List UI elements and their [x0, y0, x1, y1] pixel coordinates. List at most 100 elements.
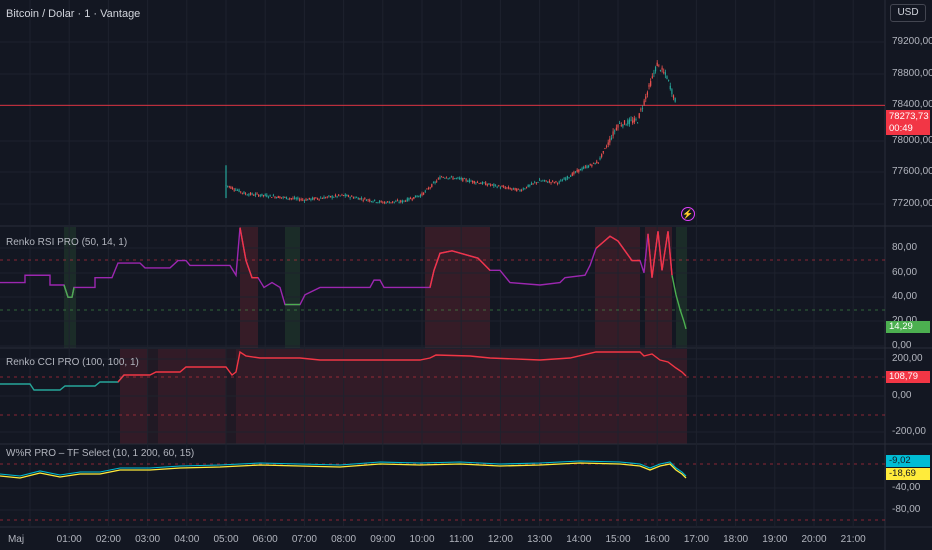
price-candle-body	[656, 62, 658, 67]
last-price-value: 78273,73	[889, 111, 929, 122]
price-candle-body	[501, 186, 503, 188]
wr-indicator-label[interactable]: W%R PRO – TF Select (10, 1 200, 60, 15)	[6, 448, 195, 459]
price-candle-body	[476, 182, 479, 183]
rsi-tick: 0,00	[892, 340, 912, 351]
time-axis-label: 18:00	[723, 534, 749, 545]
price-candle-body	[256, 193, 258, 195]
price-candle-body	[230, 186, 232, 189]
price-candle-body	[284, 196, 286, 198]
price-candle-body	[512, 187, 515, 189]
price-candle-body	[556, 182, 559, 184]
rsi-oversold-zone	[64, 227, 76, 348]
price-candle-body	[282, 196, 284, 198]
time-axis-label: 05:00	[213, 534, 239, 545]
price-candle-body	[396, 200, 399, 202]
price-candle-body	[307, 199, 309, 201]
price-candle-body	[653, 72, 655, 74]
price-candle-body	[449, 177, 451, 179]
price-candle-body	[630, 119, 632, 121]
time-axis-label: 21:00	[840, 534, 866, 545]
price-candle-body	[668, 79, 670, 81]
rsi-oversold-zone	[676, 227, 687, 348]
price-candle-body	[480, 183, 482, 185]
price-candle-body	[370, 201, 372, 202]
price-candle-body	[331, 196, 333, 198]
rsi-tick: 40,00	[892, 291, 918, 302]
rsi-tick: 60,00	[892, 267, 918, 278]
rsi-value-badge: 14,29	[886, 321, 930, 333]
price-candle-body	[341, 194, 343, 196]
price-candle-body	[241, 192, 243, 194]
price-candle-body	[377, 202, 379, 203]
price-candle-body	[672, 95, 675, 99]
price-candle-body	[622, 124, 624, 127]
price-candle-body	[238, 189, 240, 192]
price-candle-body	[262, 195, 265, 196]
price-candle-body	[279, 196, 281, 199]
price-candle-body	[233, 189, 235, 191]
symbol-title[interactable]: Bitcoin / Dolar · 1 · Vantage	[6, 8, 141, 20]
currency-button[interactable]: USD	[890, 4, 926, 22]
price-candle-body	[243, 191, 245, 194]
rsi-indicator-label[interactable]: Renko RSI PRO (50, 14, 1)	[6, 237, 128, 248]
price-candle-body	[666, 76, 668, 79]
price-candle-body	[455, 177, 457, 179]
wr-fast-badge: -9,02	[886, 455, 930, 467]
wr-tick: -80,00	[892, 504, 921, 515]
rsi-line-overbought	[429, 250, 491, 288]
price-candle-body	[499, 187, 501, 189]
price-candle-body	[432, 182, 435, 184]
time-axis-label: 20:00	[801, 534, 827, 545]
price-candle-body	[553, 182, 555, 184]
price-candle-body	[485, 182, 487, 186]
price-candle-body	[530, 183, 533, 185]
price-candle-body	[436, 180, 438, 182]
price-candle-body	[601, 154, 603, 157]
price-candle-body	[619, 123, 621, 124]
rsi-line-oversold	[63, 284, 75, 298]
price-candle-body	[584, 166, 586, 168]
time-axis-label: 12:00	[487, 534, 513, 545]
price-candle-body	[261, 193, 263, 196]
price-candle-body	[390, 202, 392, 204]
price-candle-body	[400, 200, 402, 202]
price-candle-body	[326, 196, 328, 198]
price-candle-body	[519, 189, 521, 191]
price-candle-body	[633, 118, 635, 123]
price-candle-body	[254, 193, 256, 196]
price-candle-body	[488, 183, 490, 185]
price-candle-body	[623, 120, 626, 125]
price-candle-body	[637, 122, 639, 124]
price-candle-body	[277, 196, 279, 199]
price-candle-body	[617, 124, 619, 128]
price-candle-body	[398, 202, 400, 203]
rsi-line-oversold	[671, 275, 687, 330]
time-axis-label: 07:00	[291, 534, 317, 545]
lightning-icon[interactable]: ⚡	[681, 207, 695, 221]
rsi-overbought-zone	[425, 227, 490, 348]
price-candle-body	[591, 164, 593, 167]
price-candle-body	[651, 76, 653, 78]
price-candle-body	[311, 197, 314, 200]
price-candle-body	[364, 198, 366, 199]
price-candle-body	[532, 183, 534, 185]
price-candle-body	[419, 195, 421, 197]
price-candle-body	[272, 195, 274, 197]
rsi-overbought-zone	[240, 227, 258, 348]
price-candle-body	[445, 177, 448, 179]
cci-indicator-label[interactable]: Renko CCI PRO (100, 100, 1)	[6, 357, 139, 368]
price-candle-body	[537, 182, 539, 183]
price-candle-body	[405, 200, 407, 202]
time-axis-label: 19:00	[762, 534, 788, 545]
price-candle-body	[343, 195, 345, 196]
price-candle-body	[329, 196, 332, 198]
price-candle-body	[555, 181, 557, 182]
price-candle-body	[638, 113, 640, 118]
price-candle-body	[297, 197, 299, 199]
price-candle-body	[253, 195, 255, 196]
price-candle-body	[535, 182, 537, 184]
price-candle-body	[248, 194, 250, 196]
price-candle-body	[571, 173, 573, 176]
price-candle-body	[514, 188, 516, 191]
